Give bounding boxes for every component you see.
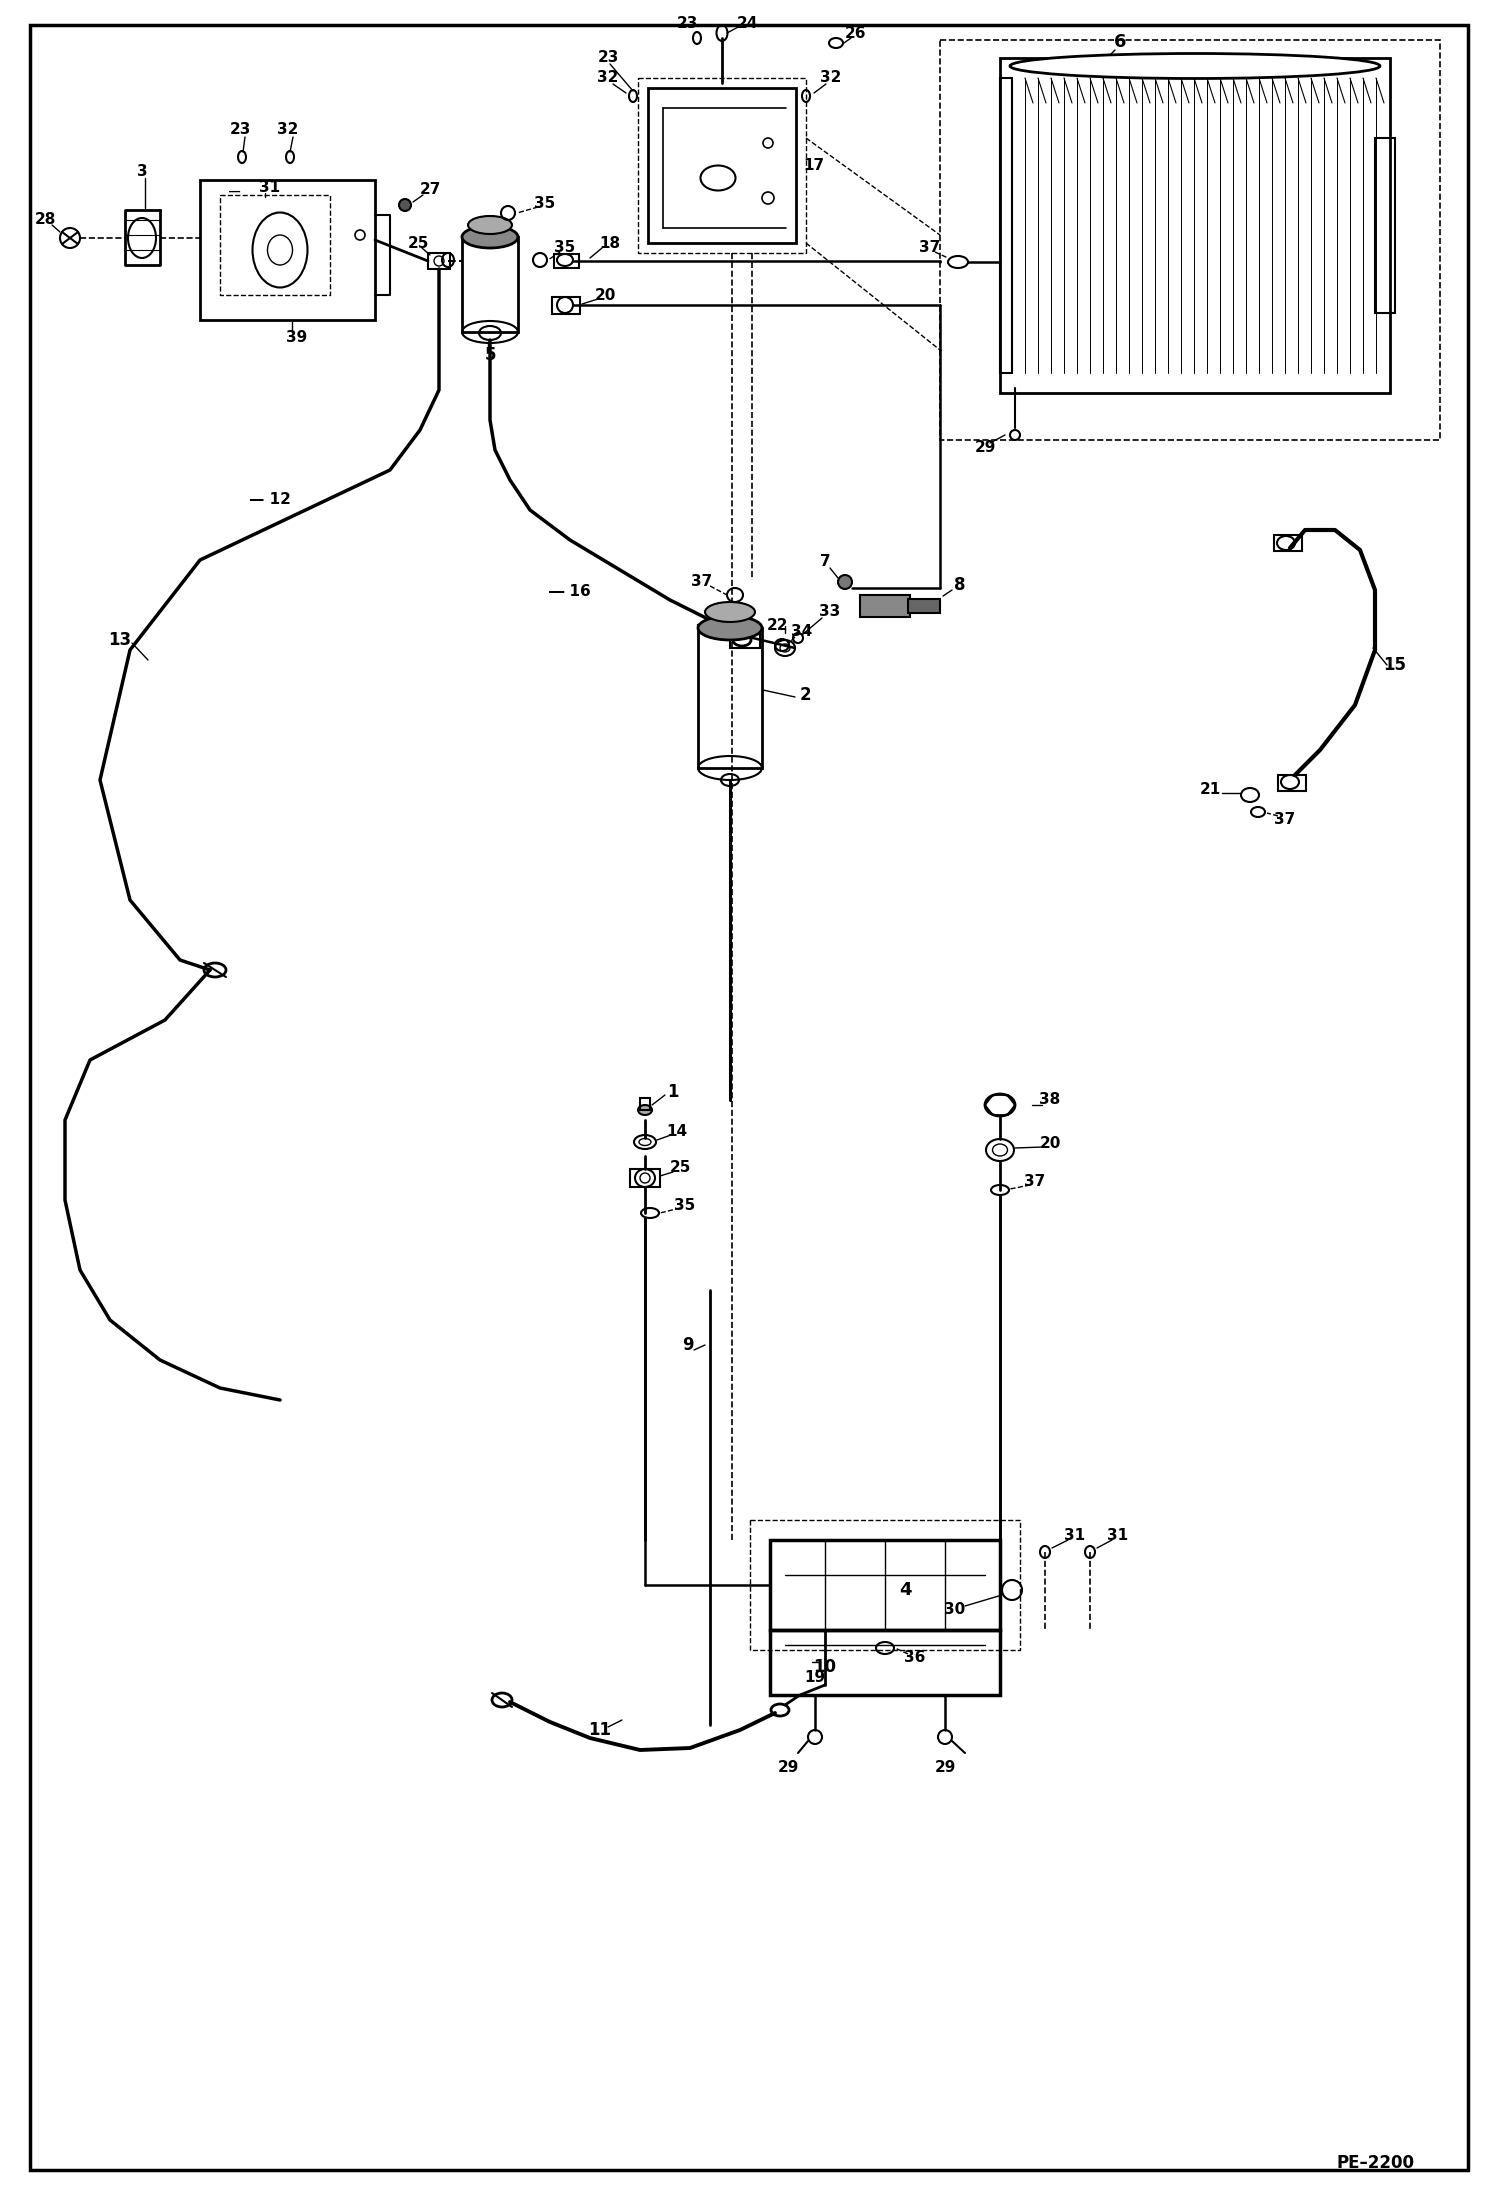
Text: 39: 39 bbox=[286, 331, 307, 344]
Text: 23: 23 bbox=[676, 15, 698, 31]
Text: — 12: — 12 bbox=[249, 491, 291, 507]
Text: 31: 31 bbox=[259, 180, 280, 195]
Text: 37: 37 bbox=[920, 241, 941, 255]
Text: 2: 2 bbox=[800, 687, 810, 704]
Bar bbox=[220, 195, 330, 294]
Text: 32: 32 bbox=[598, 70, 619, 86]
Text: 8: 8 bbox=[954, 577, 966, 595]
Text: 4: 4 bbox=[899, 1582, 911, 1599]
Bar bbox=[770, 1630, 1001, 1696]
Bar bbox=[698, 627, 762, 768]
Bar bbox=[730, 634, 759, 647]
Text: 10: 10 bbox=[813, 1659, 836, 1676]
Bar bbox=[1278, 774, 1306, 792]
Ellipse shape bbox=[698, 617, 762, 641]
Bar bbox=[908, 599, 941, 612]
Text: 6: 6 bbox=[1113, 33, 1126, 50]
Text: 32: 32 bbox=[277, 123, 298, 138]
Text: 38: 38 bbox=[1040, 1093, 1061, 1108]
Text: 32: 32 bbox=[821, 70, 842, 86]
Bar bbox=[551, 296, 580, 314]
Bar bbox=[770, 1540, 1001, 1630]
Text: 29: 29 bbox=[777, 1760, 798, 1775]
Text: 30: 30 bbox=[944, 1602, 966, 1617]
Text: 33: 33 bbox=[819, 606, 840, 619]
Ellipse shape bbox=[467, 215, 512, 235]
Text: PE–2200: PE–2200 bbox=[1338, 2155, 1416, 2172]
Text: 27: 27 bbox=[419, 182, 440, 197]
Text: 34: 34 bbox=[791, 625, 812, 638]
Text: 3: 3 bbox=[136, 165, 147, 180]
Text: 7: 7 bbox=[819, 555, 830, 570]
Text: 29: 29 bbox=[935, 1760, 956, 1775]
Bar bbox=[640, 1097, 650, 1110]
Text: 37: 37 bbox=[692, 575, 713, 590]
Text: 5: 5 bbox=[484, 347, 496, 364]
Bar bbox=[461, 237, 518, 331]
Text: 37: 37 bbox=[1275, 812, 1296, 827]
Text: 11: 11 bbox=[589, 1720, 611, 1740]
Text: 14: 14 bbox=[667, 1126, 688, 1139]
Bar bbox=[1001, 57, 1390, 393]
Bar bbox=[649, 88, 795, 244]
Bar bbox=[201, 180, 374, 320]
Bar bbox=[860, 595, 909, 617]
Text: 29: 29 bbox=[974, 441, 996, 456]
Ellipse shape bbox=[706, 601, 755, 623]
Text: 15: 15 bbox=[1384, 656, 1407, 674]
Text: 36: 36 bbox=[905, 1650, 926, 1665]
Text: 35: 35 bbox=[674, 1198, 695, 1213]
Ellipse shape bbox=[837, 575, 852, 588]
Bar bbox=[1273, 535, 1302, 551]
Text: 35: 35 bbox=[535, 195, 556, 211]
Bar bbox=[554, 255, 580, 268]
Text: 19: 19 bbox=[804, 1670, 825, 1685]
Text: ―: ― bbox=[229, 186, 241, 197]
Text: 23: 23 bbox=[598, 50, 619, 66]
Text: 18: 18 bbox=[599, 235, 620, 250]
Text: 25: 25 bbox=[670, 1161, 691, 1176]
Text: 21: 21 bbox=[1200, 783, 1221, 796]
Bar bbox=[638, 79, 806, 252]
Bar bbox=[428, 252, 449, 270]
Text: 23: 23 bbox=[229, 123, 250, 138]
Bar bbox=[631, 1169, 661, 1187]
Ellipse shape bbox=[1010, 53, 1380, 79]
Text: 13: 13 bbox=[108, 632, 132, 649]
Text: 31: 31 bbox=[1107, 1527, 1128, 1542]
Text: ― 16: ― 16 bbox=[550, 584, 590, 599]
Bar bbox=[1001, 79, 1013, 373]
Text: 9: 9 bbox=[682, 1336, 694, 1354]
Text: 24: 24 bbox=[737, 15, 758, 31]
Text: 31: 31 bbox=[1065, 1527, 1086, 1542]
Ellipse shape bbox=[461, 226, 518, 248]
Text: 25: 25 bbox=[407, 235, 428, 250]
Text: 28: 28 bbox=[34, 213, 55, 228]
Text: 1: 1 bbox=[667, 1084, 679, 1101]
Text: 26: 26 bbox=[845, 26, 867, 39]
Text: 17: 17 bbox=[803, 158, 824, 173]
Ellipse shape bbox=[638, 1106, 652, 1115]
Bar bbox=[750, 1520, 1020, 1650]
Text: 20: 20 bbox=[595, 287, 616, 303]
Bar bbox=[1375, 138, 1395, 314]
Ellipse shape bbox=[398, 200, 410, 211]
Text: 22: 22 bbox=[767, 617, 789, 632]
Bar bbox=[941, 39, 1440, 441]
Text: 37: 37 bbox=[1025, 1174, 1046, 1189]
Text: 20: 20 bbox=[1040, 1136, 1061, 1150]
Text: 35: 35 bbox=[554, 239, 575, 255]
